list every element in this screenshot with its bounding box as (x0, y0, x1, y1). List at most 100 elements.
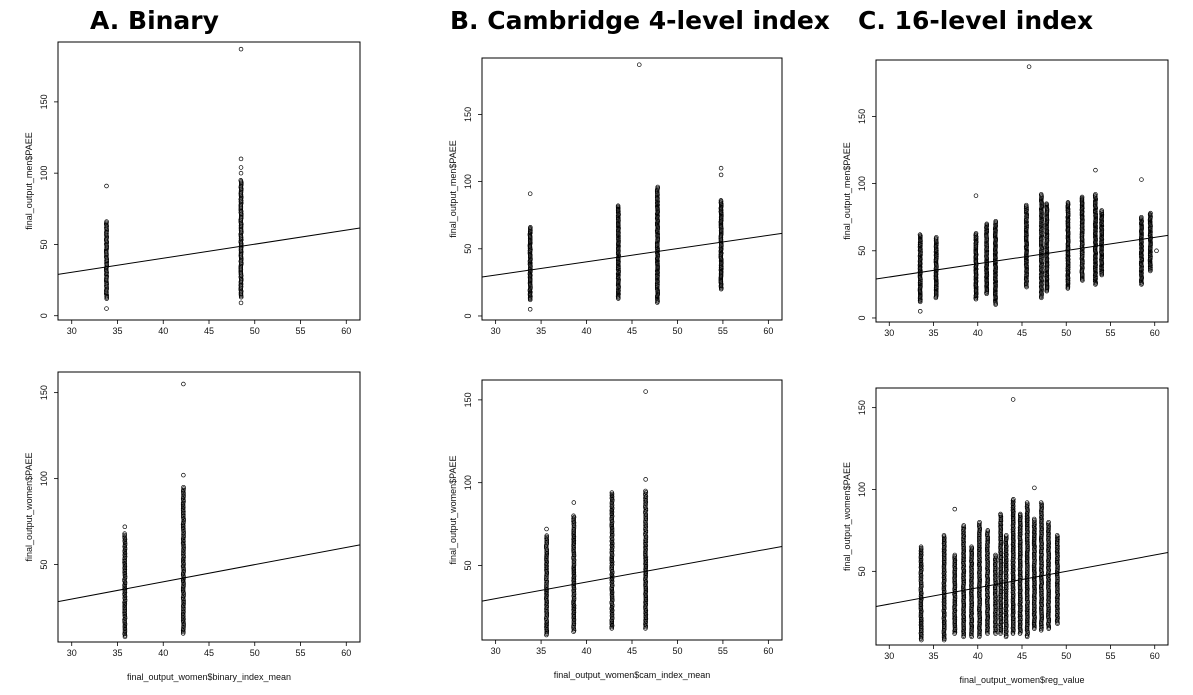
x-tick-label: 35 (112, 326, 122, 336)
data-point (1044, 201, 1049, 207)
x-tick-label: 35 (112, 648, 122, 658)
x-tick-label: 60 (341, 648, 351, 658)
plot-frame (481, 57, 783, 321)
data-point (993, 552, 998, 558)
data-point (1139, 177, 1144, 182)
data-point (181, 599, 186, 605)
data-point (122, 627, 128, 632)
data-point (1099, 208, 1104, 213)
data-point (122, 605, 127, 611)
data-point (122, 615, 128, 621)
data-point (238, 156, 244, 162)
data-point (571, 597, 577, 603)
x-tick-label: 45 (627, 326, 637, 336)
data-point (609, 603, 615, 609)
data-point (1025, 503, 1030, 508)
data-point (571, 552, 577, 557)
y-tick-label: 100 (857, 482, 867, 497)
data-point (977, 519, 982, 525)
data-point (952, 552, 958, 558)
data-point (615, 203, 621, 209)
x-tick-label: 50 (672, 326, 682, 336)
data-point (993, 555, 998, 560)
y-tick-label: 100 (463, 174, 473, 189)
panel-c-title: C. 16-level index (858, 6, 1094, 35)
data-point (917, 232, 923, 237)
data-point (1003, 539, 1009, 545)
data-point (643, 477, 648, 482)
data-point (985, 529, 990, 535)
data-point (544, 526, 549, 532)
data-layer (876, 64, 1168, 314)
data-point (122, 570, 127, 575)
x-tick-label: 30 (491, 646, 501, 656)
data-point (544, 549, 549, 555)
data-point (104, 306, 109, 311)
x-tick-label: 55 (718, 326, 728, 336)
y-tick-label: 0 (463, 313, 473, 318)
data-point (609, 626, 614, 631)
data-layer (876, 397, 1168, 643)
data-point (917, 309, 923, 314)
data-point (643, 565, 649, 571)
y-tick-label: 0 (39, 313, 49, 318)
data-point (571, 583, 577, 589)
data-point (571, 528, 576, 534)
data-layer (58, 381, 360, 640)
data-point (181, 596, 186, 602)
data-point (609, 512, 615, 518)
x-tick-label: 35 (536, 326, 546, 336)
data-point (1010, 581, 1016, 587)
data-layer (58, 46, 360, 311)
data-point (609, 616, 615, 621)
data-point (571, 560, 577, 565)
data-point (571, 600, 576, 605)
x-tick-label: 35 (929, 651, 939, 661)
x-axis-label: final_output_women$binary_index_mean (127, 672, 291, 682)
x-tick-label: 55 (1105, 328, 1115, 338)
data-point (180, 502, 186, 507)
x-tick-label: 55 (296, 326, 306, 336)
data-point (544, 613, 550, 618)
data-point (122, 630, 128, 635)
data-point (181, 601, 186, 606)
chart-c-men: 30 35 40 45 50 55 60 0 50 100 150 final_output_men$… (842, 59, 1169, 338)
data-point (544, 534, 549, 540)
data-point (1054, 533, 1060, 538)
data-point (122, 575, 128, 581)
x-tick-label: 30 (884, 328, 894, 338)
data-point (1024, 500, 1030, 505)
data-point (609, 595, 615, 601)
data-point (181, 505, 186, 510)
data-point (918, 544, 924, 550)
data-point (122, 534, 127, 539)
data-point (181, 550, 186, 556)
data-point (122, 542, 128, 548)
data-point (181, 576, 186, 582)
data-point (181, 549, 186, 554)
x-axis-label: final_output_women$reg_value (959, 675, 1084, 685)
x-tick-label: 55 (296, 648, 306, 658)
data-point (544, 533, 549, 538)
data-point (1148, 210, 1153, 216)
data-point (571, 535, 577, 541)
data-point (952, 506, 958, 512)
data-point (609, 566, 614, 572)
data-point (1025, 631, 1030, 637)
data-point (181, 495, 186, 500)
data-point (977, 522, 982, 528)
data-point (181, 625, 186, 630)
data-point (180, 503, 186, 509)
y-tick-label: 150 (463, 392, 473, 407)
x-tick-label: 55 (718, 646, 728, 656)
data-point (180, 572, 186, 577)
data-point (122, 550, 128, 555)
x-tick-label: 30 (884, 651, 894, 661)
data-point (1003, 534, 1009, 539)
data-point (1024, 202, 1029, 208)
data-point (1038, 192, 1044, 197)
x-tick-label: 60 (763, 646, 773, 656)
x-tick-label: 45 (204, 326, 214, 336)
data-point (181, 593, 186, 599)
data-point (998, 513, 1003, 518)
